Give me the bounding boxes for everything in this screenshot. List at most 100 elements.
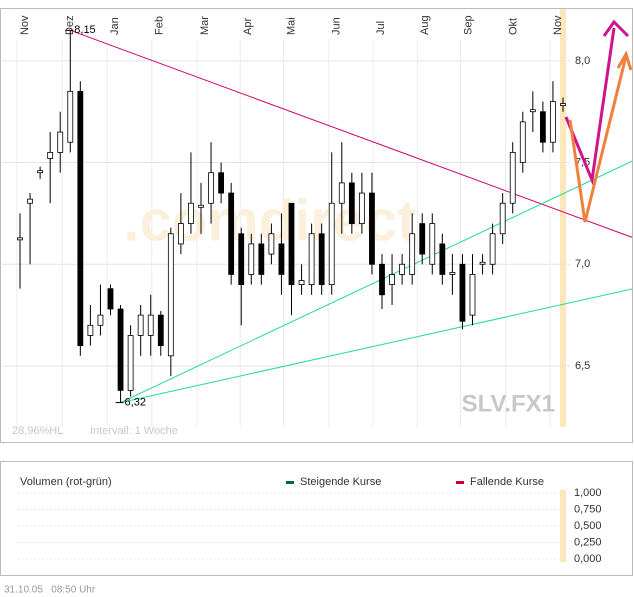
drawn-arrowhead xyxy=(616,50,633,71)
candle-body xyxy=(268,233,275,255)
candle-body xyxy=(77,90,84,347)
candle-body xyxy=(147,314,154,336)
legend-label: Fallende Kurse xyxy=(470,476,544,488)
candle-body xyxy=(288,202,295,286)
y-tick-label: 0,250 xyxy=(574,536,602,548)
interval: Intervall: 1 Woche xyxy=(90,425,178,437)
extreme-label: 6,32 xyxy=(125,396,146,408)
candle-body xyxy=(17,237,23,241)
candle-body xyxy=(338,182,345,204)
candle-body xyxy=(87,324,94,336)
x-tick-label: Mai xyxy=(285,17,297,35)
candle-body xyxy=(218,172,225,194)
candle-body xyxy=(198,204,204,208)
candle-body xyxy=(127,335,134,391)
candle-body xyxy=(379,263,385,296)
candle-body xyxy=(519,121,526,163)
drawn-arrow xyxy=(564,27,616,186)
candle-body xyxy=(560,103,566,107)
x-tick-label: Okt xyxy=(508,18,520,35)
y-tick-label: 8,0 xyxy=(575,55,590,67)
candle-body xyxy=(258,243,265,275)
candle-body xyxy=(157,314,164,347)
candle-body xyxy=(429,223,436,265)
candle-body xyxy=(409,233,416,275)
candle-body xyxy=(107,288,114,310)
candle-body xyxy=(479,261,486,265)
x-tick-label: Aug xyxy=(419,15,431,35)
x-tick-label: Jun xyxy=(331,17,343,35)
drawn-arrowhead xyxy=(602,19,630,38)
candle-body xyxy=(328,202,335,286)
x-tick-label: Nov xyxy=(19,15,31,35)
candle-body xyxy=(97,314,104,326)
y-tick-label: 0,000 xyxy=(574,553,602,565)
candle-body xyxy=(509,151,516,204)
candle-body xyxy=(278,243,285,275)
candle-body xyxy=(318,233,325,286)
candle-body xyxy=(308,233,315,286)
candle-body xyxy=(449,272,456,275)
candle-body xyxy=(550,101,556,143)
x-tick-label: Mar xyxy=(199,16,211,35)
candle-body xyxy=(248,243,255,275)
x-tick-label: Sep xyxy=(462,15,474,35)
candle-body xyxy=(369,192,375,265)
footer: 31.10.05 08:50 Uhr xyxy=(4,585,96,596)
legend-swatch xyxy=(286,481,294,484)
candle-body xyxy=(459,263,466,322)
current-week-band xyxy=(560,9,566,427)
candle-body xyxy=(67,90,74,143)
candle-body xyxy=(47,151,54,159)
trendline xyxy=(70,29,632,238)
volume-panel xyxy=(0,461,633,576)
extreme-label: 8,15 xyxy=(74,24,95,36)
y-tick-label: 7,0 xyxy=(575,258,590,270)
y-tick-label: 0,750 xyxy=(574,503,602,515)
candle-body xyxy=(489,233,496,265)
x-tick-label: Apr xyxy=(242,18,254,35)
legend-swatch xyxy=(456,481,464,484)
candle-body xyxy=(57,131,64,153)
x-tick-label: Nov xyxy=(552,15,564,35)
symbol: SLV.FX1 xyxy=(462,390,555,417)
candle-body xyxy=(499,202,506,235)
candle-body xyxy=(529,109,536,113)
candle-body xyxy=(117,308,124,391)
candle-body xyxy=(177,223,184,245)
volume-title: Volumen (rot-grün) xyxy=(20,476,112,488)
candle-body xyxy=(389,274,395,286)
trendline xyxy=(120,288,632,404)
main-panel xyxy=(0,8,633,443)
drawn-arrow xyxy=(568,55,628,223)
trendline xyxy=(120,160,632,404)
x-tick-label: Feb xyxy=(154,16,166,35)
candle-body xyxy=(238,233,245,286)
candle-body xyxy=(469,274,476,316)
candle-body xyxy=(188,202,194,224)
candle-body xyxy=(27,198,33,204)
candle-body xyxy=(539,111,546,143)
y-tick-label: 1,000 xyxy=(574,487,602,499)
candle-body xyxy=(167,233,174,357)
x-tick-label: Jul xyxy=(375,21,387,35)
candle-body xyxy=(208,172,214,204)
candle-body xyxy=(399,263,406,275)
volume-chart: 0,000 0,250 0,500 0,750 1,000 Steigende Kurse… xyxy=(18,476,602,565)
range-info: 28,96%HL xyxy=(12,425,63,437)
y-tick-label: 0,500 xyxy=(574,520,602,532)
candle-body xyxy=(348,182,355,224)
candle-body xyxy=(439,243,446,275)
legend-label: Steigende Kurse xyxy=(300,476,381,488)
candle-body xyxy=(358,192,365,224)
candle-body xyxy=(137,314,144,336)
main-layer: 8,15 6,32 xyxy=(17,24,632,408)
x-tick-label: Jan xyxy=(109,17,121,35)
candle-body xyxy=(228,192,235,275)
y-tick-label: 6,5 xyxy=(575,360,590,372)
candle-body xyxy=(298,280,305,286)
candle-body xyxy=(37,170,44,174)
candle-body xyxy=(419,223,426,255)
